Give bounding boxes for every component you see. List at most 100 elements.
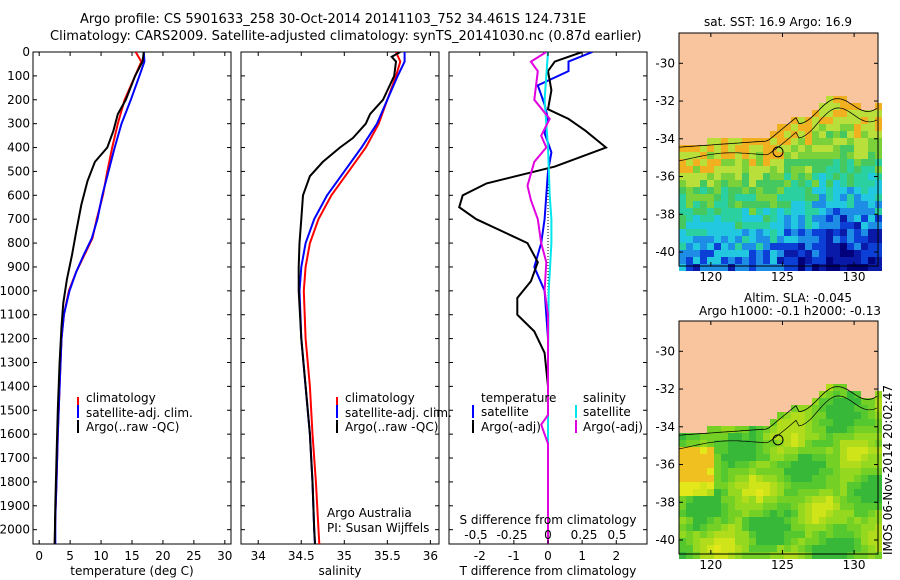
map-cell — [791, 236, 798, 243]
map-cell — [840, 405, 847, 412]
map-cell — [686, 496, 693, 503]
map-cell — [735, 201, 742, 208]
map-cell — [805, 131, 812, 138]
map-cell — [819, 152, 826, 159]
map-cell — [826, 152, 833, 159]
map-cell — [742, 454, 749, 461]
map-cell — [798, 173, 805, 180]
map-cell — [784, 440, 791, 447]
map-cell — [714, 236, 721, 243]
map-cell — [721, 503, 728, 510]
map-cell — [868, 426, 875, 433]
map-cell — [861, 433, 868, 440]
map-cell — [833, 510, 840, 517]
map-cell — [763, 222, 770, 229]
map-cell — [777, 222, 784, 229]
map-cell — [742, 138, 749, 145]
map-cell — [679, 152, 686, 159]
map-cell — [791, 447, 798, 454]
map-cell — [819, 510, 826, 517]
map-cell — [763, 194, 770, 201]
map-cell — [749, 433, 756, 440]
map-cell — [833, 531, 840, 538]
map-cell — [847, 236, 854, 243]
map-cell — [798, 166, 805, 173]
s-tick-label: 0 — [544, 528, 552, 542]
map-cell — [679, 496, 686, 503]
map-cell — [714, 475, 721, 482]
map-cell — [777, 187, 784, 194]
x-tick-label: 2 — [612, 549, 620, 563]
map-cell — [826, 215, 833, 222]
map-cell — [721, 215, 728, 222]
map-cell — [868, 124, 875, 131]
map-cell — [791, 552, 798, 559]
map-cell — [714, 222, 721, 229]
map-cell — [756, 461, 763, 468]
map-cell — [854, 475, 861, 482]
map-cell — [826, 110, 833, 117]
map-cell — [819, 405, 826, 412]
map-cell — [714, 510, 721, 517]
map-cell — [854, 531, 861, 538]
map-cell — [854, 194, 861, 201]
map-cell — [833, 138, 840, 145]
map-cell — [742, 243, 749, 250]
map-cell — [798, 538, 805, 545]
map-cell — [854, 412, 861, 419]
map-cell — [686, 524, 693, 531]
map-cell — [686, 503, 693, 510]
map-cell — [812, 482, 819, 489]
map-cell — [791, 482, 798, 489]
map-cell — [777, 503, 784, 510]
map-cell — [777, 145, 784, 152]
map-cell — [728, 475, 735, 482]
map-cell — [735, 454, 742, 461]
map-cell — [714, 447, 721, 454]
map-cell — [735, 545, 742, 552]
map-cell — [707, 194, 714, 201]
map-cell — [854, 117, 861, 124]
map-cell — [861, 503, 868, 510]
map-cell — [756, 468, 763, 475]
map-cell — [721, 250, 728, 257]
map-cell — [805, 222, 812, 229]
map-cell — [721, 496, 728, 503]
map-cell — [868, 552, 875, 559]
map-cell — [693, 454, 700, 461]
map-cell — [749, 173, 756, 180]
map-cell — [826, 398, 833, 405]
map-cell — [693, 468, 700, 475]
map-cell — [763, 173, 770, 180]
map-cell — [693, 229, 700, 236]
map-cell — [756, 173, 763, 180]
map-cell — [833, 489, 840, 496]
map-cell — [840, 215, 847, 222]
map-cell — [721, 236, 728, 243]
map-cell — [819, 412, 826, 419]
map-cell — [777, 545, 784, 552]
map-cell — [707, 531, 714, 538]
map-cell — [819, 419, 826, 426]
map-cell — [700, 545, 707, 552]
map-cell — [805, 229, 812, 236]
map-cell — [686, 454, 693, 461]
map-cell — [784, 208, 791, 215]
map-cell — [861, 482, 868, 489]
map-cell — [812, 524, 819, 531]
map-cell — [707, 552, 714, 559]
map-cell — [749, 138, 756, 145]
map-cell — [791, 215, 798, 222]
map-cell — [770, 208, 777, 215]
map-cell — [847, 173, 854, 180]
map-cell — [840, 419, 847, 426]
map-cell — [819, 201, 826, 208]
map-cell — [833, 96, 840, 103]
map-cell — [686, 187, 693, 194]
map-cell — [756, 489, 763, 496]
map-cell — [833, 496, 840, 503]
map-cell — [819, 229, 826, 236]
map-cell — [812, 475, 819, 482]
map-cell — [819, 264, 826, 271]
map-cell — [707, 250, 714, 257]
